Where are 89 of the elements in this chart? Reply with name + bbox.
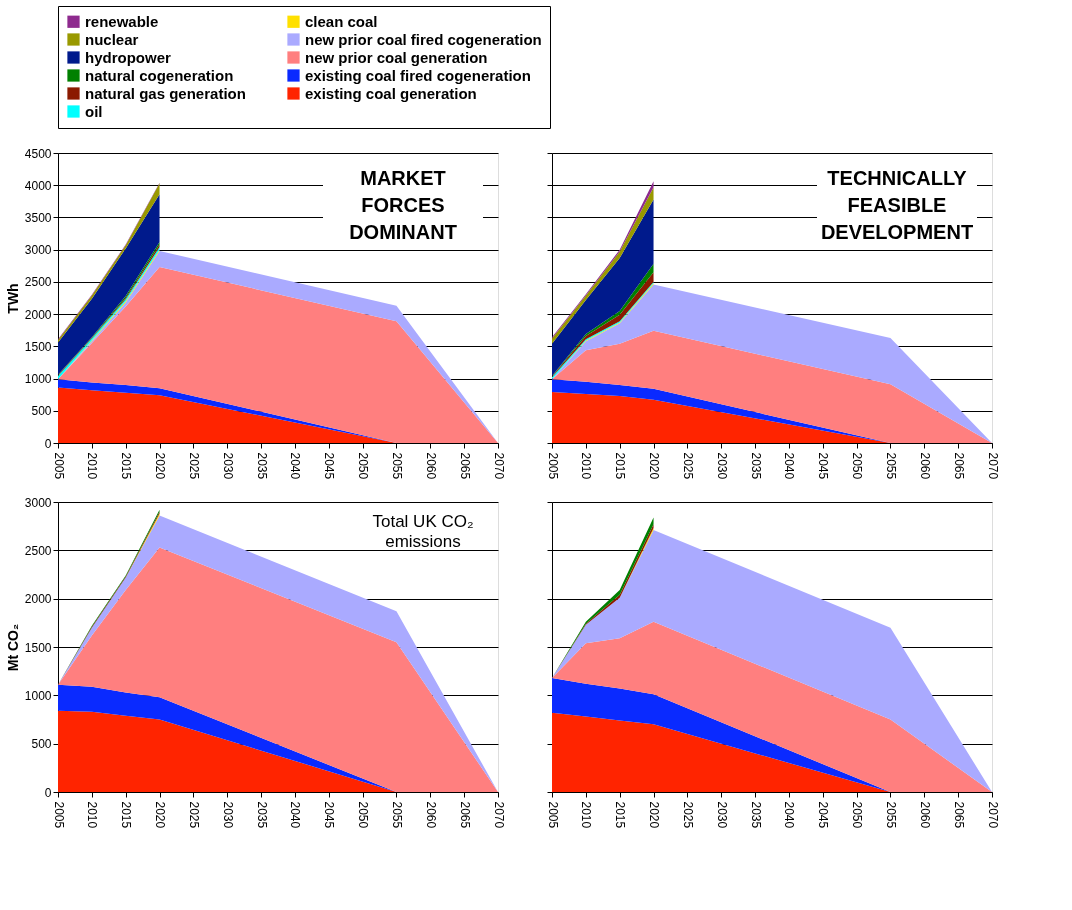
x-tick-label: 2030 <box>714 452 729 480</box>
x-tick-label: 2035 <box>748 801 763 829</box>
legend-label: natural gas generation <box>85 84 246 102</box>
x-tick-label: 2015 <box>613 452 628 480</box>
x-tick-label: 2045 <box>816 452 831 480</box>
x-tick-label: 2055 <box>883 801 898 829</box>
text: TECHNICALLY FEASIBLE DEVELOPMENT <box>820 167 974 243</box>
x-tick-label: 2060 <box>423 801 438 829</box>
x-tick-label: 2065 <box>951 452 966 480</box>
legend-label: existing coal fired cogeneration <box>305 66 531 84</box>
text: MARKET FORCES DOMINANT <box>349 167 457 243</box>
x-tick-label: 2010 <box>579 452 594 480</box>
x-tick-label: 2050 <box>356 452 371 480</box>
x-tick-label: 2025 <box>186 801 201 829</box>
x-tick-label: 2070 <box>491 801 506 829</box>
x-tick-label: 2015 <box>119 452 134 480</box>
x-tick-label: 2065 <box>457 801 472 829</box>
x-tick-label: 2030 <box>714 801 729 829</box>
x-tick-label: 2010 <box>579 801 594 829</box>
legend-label: renewable <box>85 12 159 30</box>
x-tick-label: 2025 <box>680 452 695 480</box>
x-tick-label: 2040 <box>288 452 303 480</box>
y-tick-label: 500 <box>31 404 52 419</box>
x-tick-label: 2055 <box>389 801 404 829</box>
x-tick-label: 2045 <box>322 452 337 480</box>
legend-label: hydropower <box>85 48 171 66</box>
x-tick-label: 2005 <box>51 801 66 829</box>
x-tick-label: 2020 <box>647 452 662 480</box>
x-tick-label: 2070 <box>985 801 1000 829</box>
x-tick-label: 2005 <box>51 452 66 480</box>
y-tick-label: 2500 <box>24 275 52 290</box>
x-tick-label: 2035 <box>254 801 269 829</box>
y-tick-label: 4000 <box>24 178 52 193</box>
legend-label: existing coal generation <box>305 84 477 102</box>
x-tick-label: 2040 <box>288 801 303 829</box>
legend-label: new prior coal generation <box>305 48 488 66</box>
y-tick-label: 3500 <box>24 210 52 225</box>
x-tick-label: 2035 <box>748 452 763 480</box>
x-tick-label: 2010 <box>85 452 100 480</box>
y-tick-label: 1500 <box>24 339 52 354</box>
y-tick-label: 1000 <box>24 688 52 703</box>
x-tick-label: 2025 <box>680 801 695 829</box>
x-tick-label: 2060 <box>917 801 932 829</box>
y-tick-label: 2500 <box>24 543 52 558</box>
x-tick-label: 2060 <box>917 452 932 480</box>
y-tick-label: 0 <box>44 436 52 451</box>
x-tick-label: 2060 <box>423 452 438 480</box>
x-tick-label: 2030 <box>220 801 235 829</box>
x-tick-label: 2020 <box>647 801 662 829</box>
y-tick-label: 1000 <box>24 372 52 387</box>
y-axis-title: TWh <box>4 283 21 314</box>
x-tick-label: 2010 <box>85 801 100 829</box>
y-tick-label: 2000 <box>24 307 52 322</box>
legend-label: nuclear <box>85 30 139 48</box>
x-tick-label: 2040 <box>782 452 797 480</box>
x-tick-label: 2070 <box>985 452 1000 480</box>
legend-label: oil <box>85 102 103 120</box>
x-tick-label: 2050 <box>850 452 865 480</box>
y-tick-label: 500 <box>31 737 52 752</box>
x-tick-label: 2040 <box>782 801 797 829</box>
x-tick-label: 2065 <box>951 801 966 829</box>
x-tick-label: 2045 <box>816 801 831 829</box>
y-axis-title: Mt CO₂ <box>4 623 21 672</box>
x-tick-label: 2015 <box>119 801 134 829</box>
x-tick-label: 2050 <box>850 801 865 829</box>
x-tick-label: 2050 <box>356 801 371 829</box>
x-tick-label: 2020 <box>153 452 168 480</box>
x-tick-label: 2065 <box>457 452 472 480</box>
y-tick-label: 4500 <box>24 146 52 161</box>
y-tick-label: 3000 <box>24 243 52 258</box>
annotation: Total UK CO₂ emissions <box>372 512 474 551</box>
x-tick-label: 2035 <box>254 452 269 480</box>
x-tick-label: 2020 <box>153 801 168 829</box>
x-tick-label: 2045 <box>322 801 337 829</box>
legend-label: natural cogeneration <box>85 66 234 84</box>
x-tick-label: 2025 <box>186 452 201 480</box>
legend-label: new prior coal fired cogeneration <box>305 30 542 48</box>
x-tick-label: 2015 <box>613 801 628 829</box>
x-tick-label: 2005 <box>545 801 560 829</box>
legend-label: clean coal <box>305 12 378 30</box>
y-tick-label: 0 <box>44 785 52 800</box>
y-tick-label: 3000 <box>24 495 52 510</box>
x-tick-label: 2030 <box>220 452 235 480</box>
x-tick-label: 2055 <box>389 452 404 480</box>
y-tick-label: 2000 <box>24 592 52 607</box>
x-tick-label: 2005 <box>545 452 560 480</box>
x-tick-label: 2070 <box>491 452 506 480</box>
y-tick-label: 1500 <box>24 640 52 655</box>
x-tick-label: 2055 <box>883 452 898 480</box>
